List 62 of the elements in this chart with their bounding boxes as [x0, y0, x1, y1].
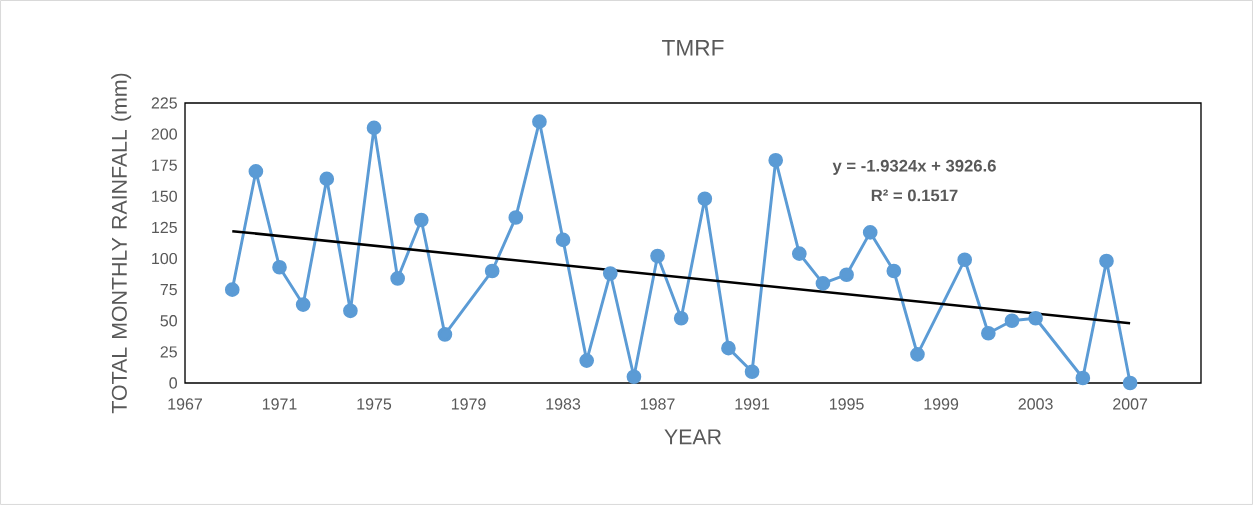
- y-tick-label: 175: [152, 159, 177, 171]
- point: [484, 263, 500, 279]
- x-axis-title: YEAR: [664, 429, 722, 445]
- point: [224, 282, 240, 297]
- y-tick-label: 25: [160, 346, 177, 358]
- y-tick-label: 75: [160, 284, 177, 296]
- y-tick-label: 0: [169, 377, 178, 389]
- chart-title: TMRF: [662, 40, 724, 56]
- x-tick-label: 1995: [830, 398, 864, 410]
- point: [626, 369, 642, 385]
- point: [508, 210, 524, 225]
- point: [862, 225, 878, 240]
- y-tick-label: 150: [152, 190, 178, 202]
- x-tick-label: 1979: [451, 398, 486, 410]
- y-tick-label: 125: [152, 221, 177, 234]
- point: [555, 232, 571, 248]
- point: [579, 353, 595, 368]
- point: [839, 267, 854, 283]
- point: [1075, 370, 1091, 386]
- x-tick-label: 1991: [735, 398, 770, 410]
- point: [1004, 313, 1020, 329]
- point: [791, 246, 807, 261]
- x-tick-label: 1983: [546, 398, 581, 410]
- point: [673, 310, 689, 326]
- point: [744, 364, 760, 380]
- point: [248, 164, 264, 179]
- point: [768, 152, 784, 168]
- point: [390, 271, 405, 286]
- y-tick-label: 50: [160, 315, 178, 327]
- point: [437, 327, 453, 342]
- point: [343, 303, 358, 319]
- point: [981, 325, 996, 341]
- y-tick-label: 200: [151, 128, 178, 140]
- y-tick-label: 100: [152, 252, 178, 265]
- x-tick-label: 1987: [640, 398, 675, 410]
- point: [650, 248, 665, 264]
- point: [886, 263, 902, 279]
- x-tick-label: 1975: [357, 398, 392, 410]
- point: [272, 259, 287, 275]
- x-tick-label: 1971: [262, 398, 297, 410]
- point: [697, 191, 713, 207]
- point: [532, 114, 547, 129]
- x-tick-label: 1967: [168, 398, 202, 410]
- x-tick-label: 2007: [1113, 398, 1148, 410]
- x-tick-label: 2003: [1018, 398, 1053, 410]
- point: [815, 276, 831, 291]
- point: [1099, 253, 1114, 269]
- point: [957, 252, 973, 268]
- point: [295, 297, 311, 312]
- point: [910, 347, 925, 362]
- point: [721, 340, 736, 356]
- point: [1122, 375, 1138, 391]
- point: [366, 120, 382, 136]
- annotation: y = -1.9324x + 3926.6: [832, 159, 996, 175]
- point: [602, 266, 618, 281]
- annotation: R² = 0.1517: [871, 189, 958, 202]
- point: [319, 171, 335, 187]
- point: [1028, 310, 1043, 326]
- point: [413, 212, 429, 228]
- x-tick-label: 1999: [924, 398, 959, 410]
- y-tick-label: 225: [151, 97, 177, 109]
- y-axis-title: TOTAL MONTHLY RAINFALL (mm): [111, 73, 132, 414]
